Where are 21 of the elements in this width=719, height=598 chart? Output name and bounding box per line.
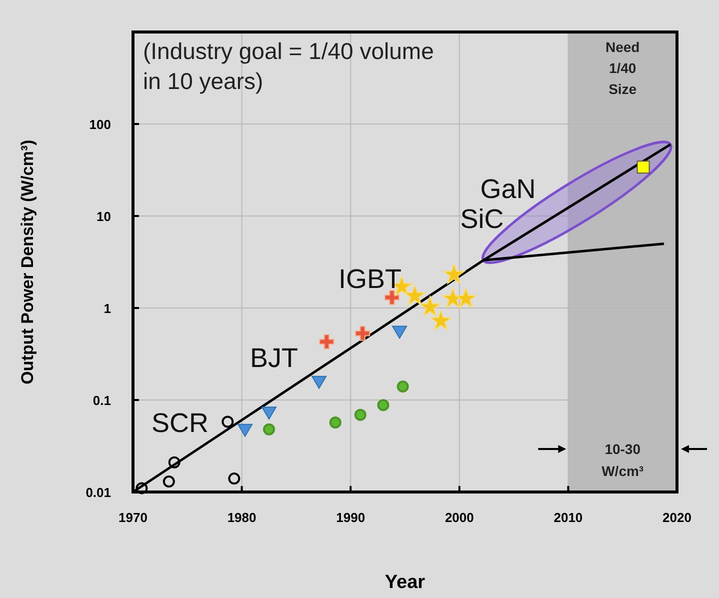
x-tick-label: 1970 xyxy=(118,510,148,525)
x-tick-label: 2000 xyxy=(444,510,474,525)
annotation: SiC xyxy=(460,204,504,234)
y-tick-label: 10 xyxy=(96,209,111,224)
x-tick-label: 1980 xyxy=(227,510,256,525)
annotation: (Industry goal = 1/40 volume in 10 years) xyxy=(143,38,434,94)
annotation: 10-30 W/cm³ xyxy=(602,441,644,479)
x-tick-label: 1990 xyxy=(336,510,366,525)
x-axis-title: Year xyxy=(384,572,426,593)
y-tick-label: 1 xyxy=(104,301,111,316)
y-tick-label: 100 xyxy=(89,117,111,132)
x-tick-label: 2020 xyxy=(662,510,692,525)
x-tick-label: 2010 xyxy=(554,510,583,525)
annotation: IGBT xyxy=(338,264,402,294)
annotation: GaN xyxy=(480,174,536,204)
band-label: Need 1/40 Size xyxy=(605,39,640,97)
annotation: SCR xyxy=(151,408,209,438)
annotation: BJT xyxy=(250,343,298,373)
y-tick-label: 0.01 xyxy=(86,485,111,500)
y-tick-label: 0.1 xyxy=(92,393,111,408)
y-axis-title: Output Power Density (W/cm³) xyxy=(18,140,37,384)
